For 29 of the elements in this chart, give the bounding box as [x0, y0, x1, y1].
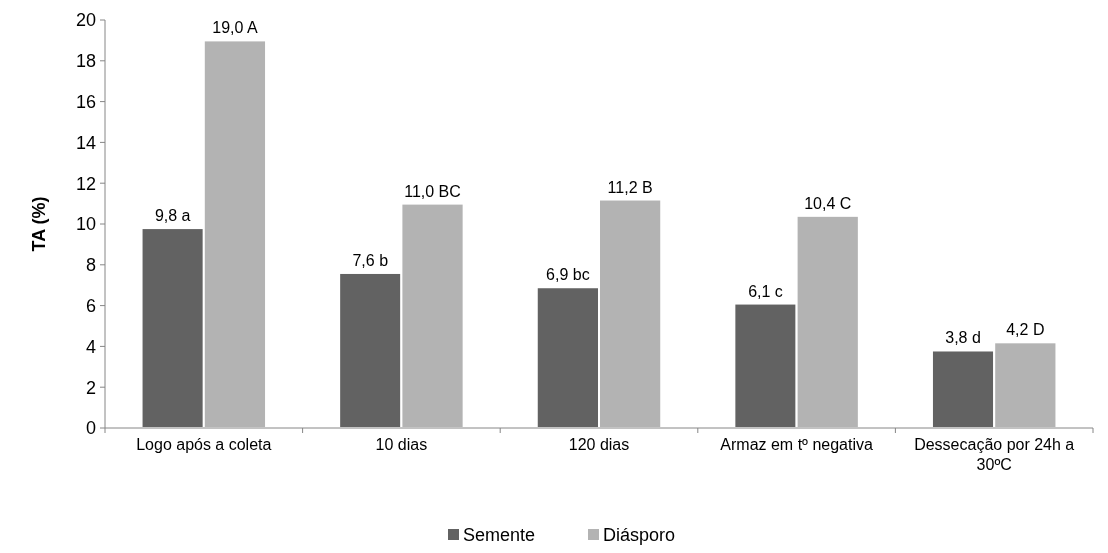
data-label: 6,1 c	[748, 282, 783, 300]
y-tick-label: 10	[75, 214, 96, 235]
y-tick-label: 18	[75, 51, 96, 72]
data-label: 3,8 d	[945, 329, 981, 347]
y-tick-label: 4	[85, 336, 96, 357]
y-tick-label: 16	[75, 91, 96, 112]
data-label: 10,4 C	[804, 194, 852, 212]
y-tick-label: 20	[75, 10, 96, 31]
legend-label: Diásporo	[603, 525, 676, 545]
data-label: 6,9 bc	[546, 266, 590, 284]
data-label: 11,0 BC	[404, 182, 461, 200]
data-label: 11,2 B	[607, 178, 653, 196]
data-label: 19,0 A	[212, 19, 258, 37]
y-tick-label: 0	[85, 418, 96, 439]
y-tick-label: 2	[85, 377, 96, 398]
data-label: 4,2 D	[1006, 321, 1045, 339]
x-tick-label: Armaz em tº negativa	[720, 436, 873, 453]
y-axis-title: TA (%)	[29, 196, 49, 252]
y-tick-label: 6	[85, 295, 96, 316]
data-label: 9,8 a	[154, 207, 191, 225]
x-tick-label: 120 dias	[568, 436, 630, 453]
x-tick-label: Logo após a coleta	[136, 436, 272, 453]
x-tick-label: Dessecação por 24h a 30ºC	[914, 436, 1075, 473]
x-tick-label: 10 dias	[375, 436, 428, 453]
y-tick-label: 12	[75, 173, 96, 194]
legend-label: Semente	[463, 525, 536, 545]
y-tick-label: 8	[85, 255, 96, 276]
y-tick-label: 14	[75, 132, 96, 153]
data-label: 7,6 b	[352, 251, 389, 269]
